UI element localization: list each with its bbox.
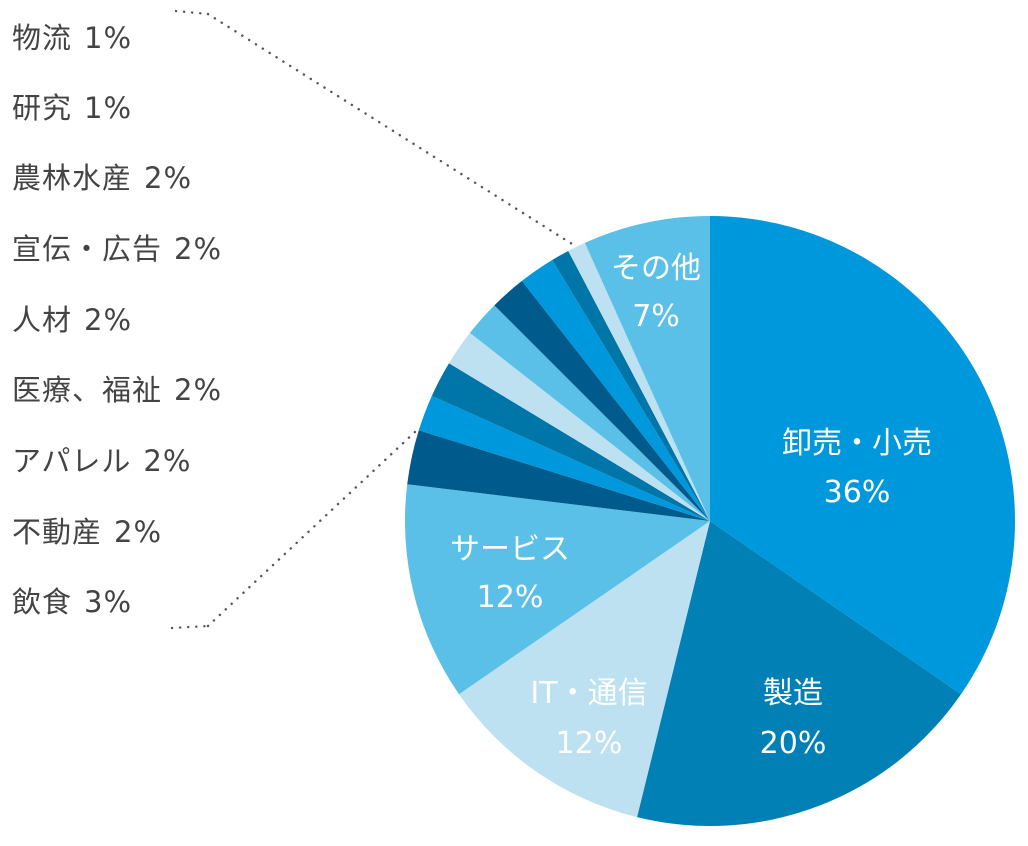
outside-label-kenkyu: 研究 1% — [12, 90, 132, 126]
slice-label-pct: 7% — [632, 299, 680, 334]
leader-line-bottom-b — [206, 429, 419, 628]
outside-label-fudosan: 不動産 2% — [12, 514, 162, 550]
outside-label-name: 研究 — [12, 91, 73, 125]
outside-label-name: 飲食 — [12, 585, 73, 619]
outside-label-name: 宣伝・広告 — [12, 232, 163, 266]
pie-slice-0 — [710, 216, 1016, 695]
outside-label-senden: 宣伝・広告 2% — [12, 231, 222, 267]
slice-label-name: 製造 — [763, 676, 823, 711]
pie-slice-11 — [552, 250, 710, 521]
slice-label-pct: 36% — [824, 475, 891, 510]
outside-label-name: 人材 — [12, 303, 73, 337]
slice-label-name: IT・通信 — [530, 676, 647, 711]
slice-label-pct: 12% — [477, 580, 544, 615]
slice-label-name: サービス — [450, 532, 570, 567]
outside-label-pct: 2% — [174, 373, 223, 407]
outside-label-pct: 2% — [143, 444, 192, 478]
leader-line-bottom-a — [170, 624, 210, 630]
leader-line-top-a — [174, 9, 210, 16]
outside-label-name: 物流 — [12, 21, 73, 55]
pie-slice-1 — [637, 521, 962, 827]
pie-slice-2 — [458, 521, 710, 818]
outside-label-pct: 2% — [174, 232, 223, 266]
pie-slice-4 — [407, 430, 710, 521]
pie-slice-5 — [418, 395, 710, 521]
outside-label-name: 不動産 — [12, 515, 103, 549]
slice-label-pct: 20% — [760, 726, 827, 761]
pie-slice-3 — [404, 484, 710, 695]
outside-label-pct: 2% — [114, 515, 163, 549]
outside-label-iryo: 医療、福祉 2% — [12, 372, 222, 408]
outside-label-norinsuisan: 農林水産 2% — [12, 160, 192, 196]
pie-slice-10 — [521, 259, 710, 521]
pie-slice-9 — [494, 280, 710, 521]
outside-label-name: 農林水産 — [12, 161, 133, 195]
pie-slice-12 — [568, 242, 710, 521]
pie-slice-8 — [469, 305, 710, 521]
pie-slice-7 — [448, 332, 710, 521]
slice-label-name: その他 — [611, 251, 701, 286]
outside-label-pct: 2% — [144, 161, 193, 195]
outside-label-name: 医療、福祉 — [12, 373, 163, 407]
outside-label-pct: 3% — [84, 585, 133, 619]
slice-label-name: 卸売・小売 — [782, 426, 932, 461]
slice-label-pct: 12% — [556, 726, 623, 761]
pie-slice-13 — [584, 216, 710, 521]
outside-label-butsuryu: 物流 1% — [12, 20, 132, 56]
outside-label-name: アパレル — [12, 444, 132, 478]
outside-label-apparel: アパレル 2% — [12, 443, 191, 479]
outside-label-inshoku: 飲食 3% — [12, 584, 132, 620]
outside-label-jinzai: 人材 2% — [12, 302, 132, 338]
outside-label-pct: 1% — [84, 91, 133, 125]
outside-label-pct: 2% — [84, 303, 133, 337]
leader-line-top-b — [206, 12, 578, 248]
pie-slice-6 — [431, 363, 710, 521]
outside-label-pct: 1% — [84, 21, 133, 55]
